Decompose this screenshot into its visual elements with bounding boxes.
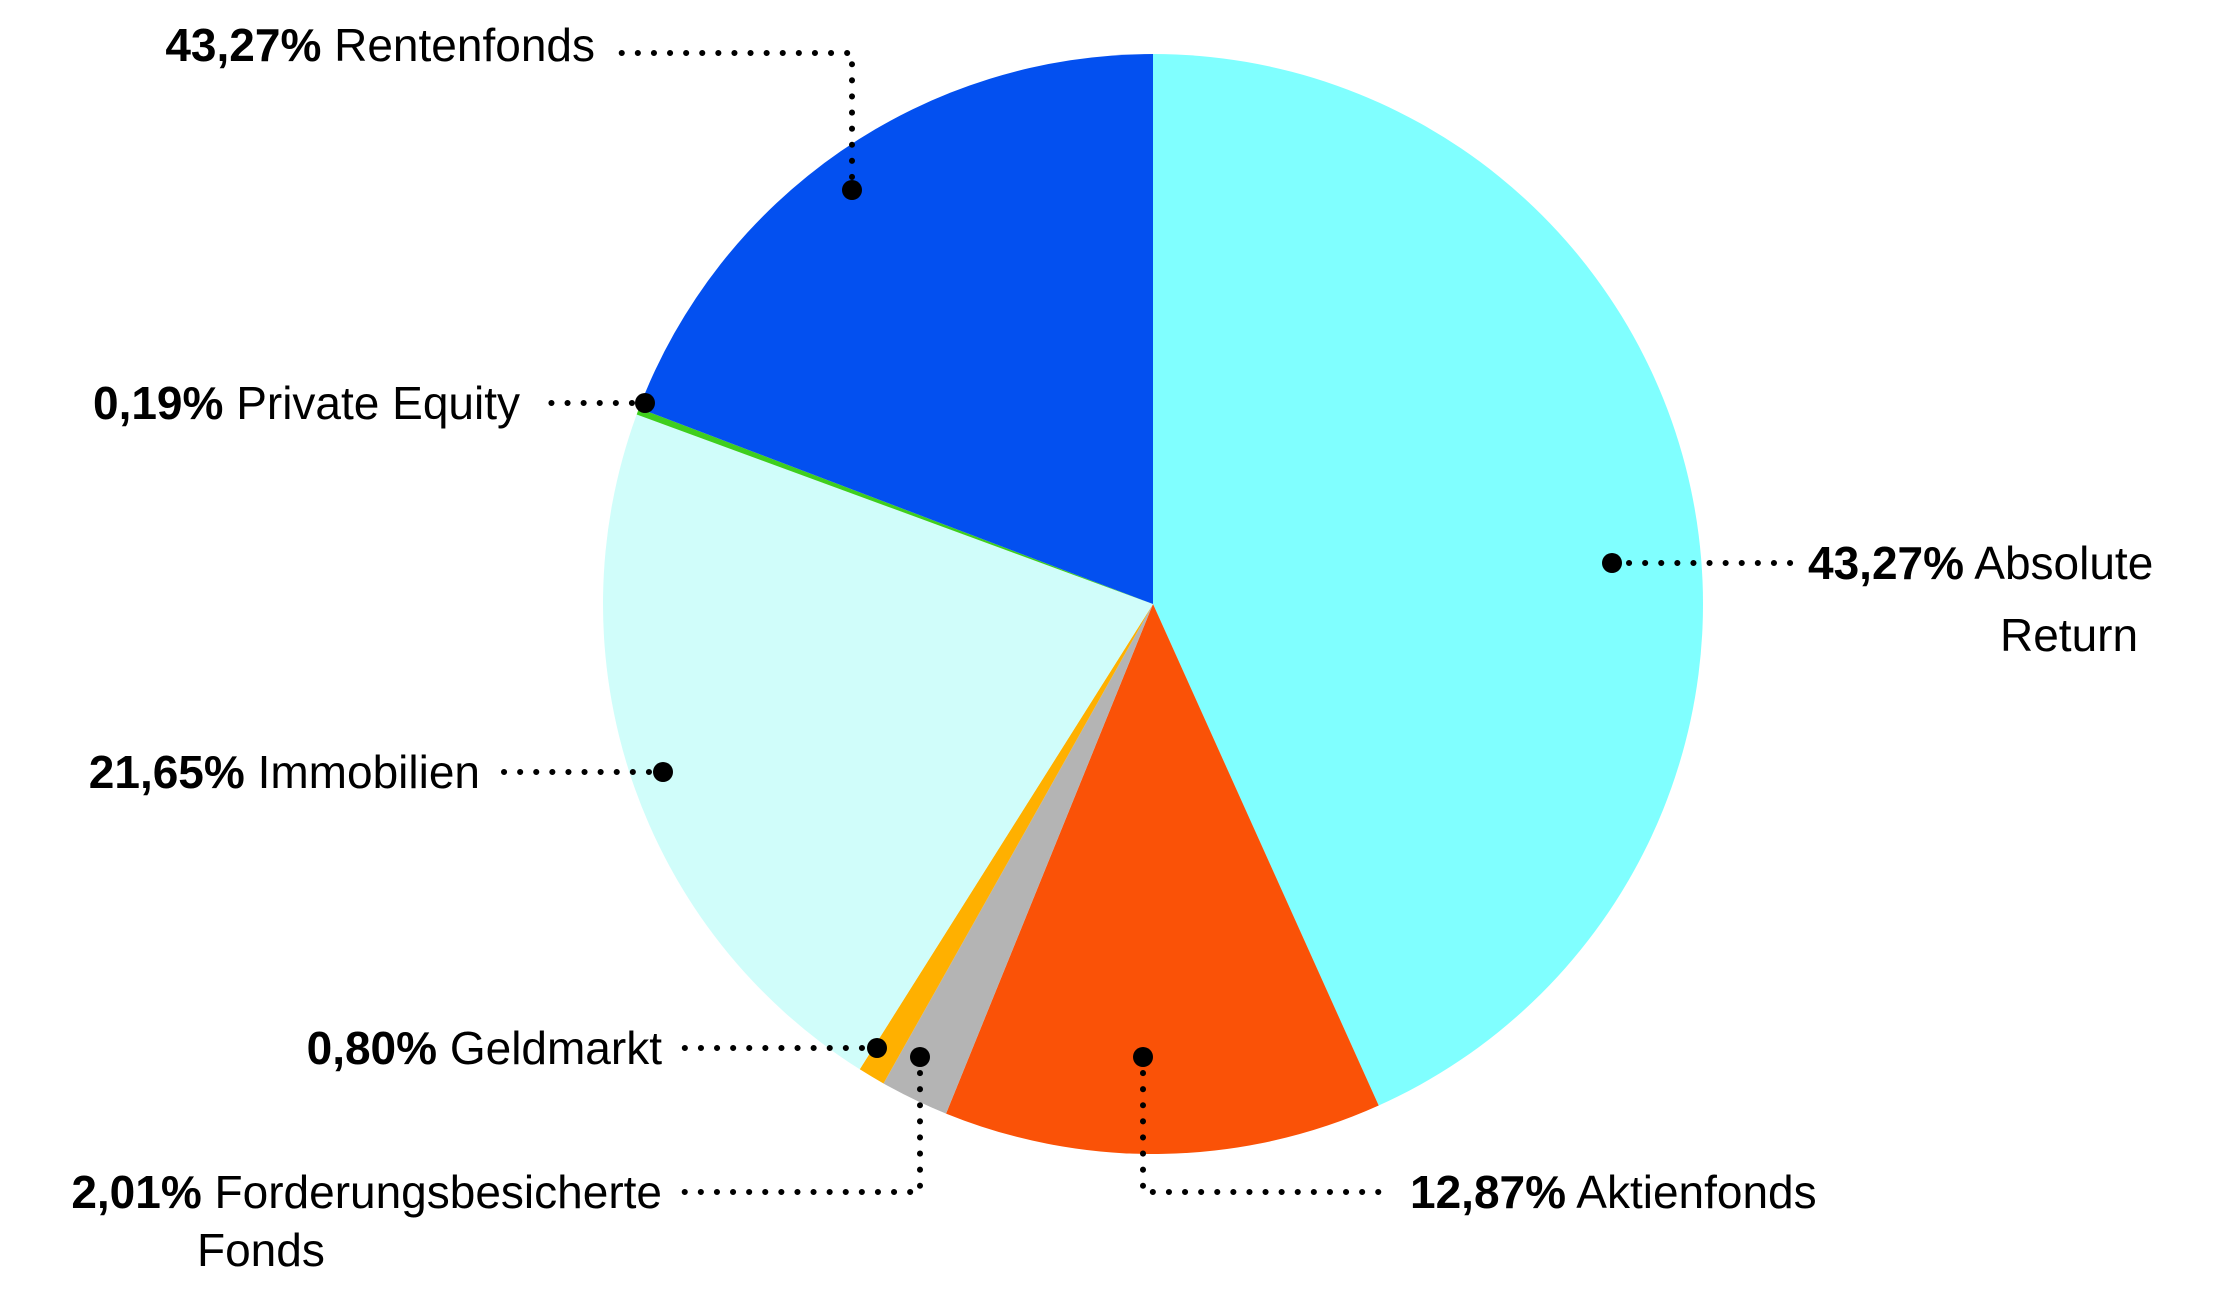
callout-leader-forderungsbesicherte-fonds: [677, 1070, 923, 1195]
callout-label-geldmarkt: 0,80% Geldmarkt: [307, 1022, 663, 1074]
pie-slice-aktienfonds: [946, 604, 1379, 1155]
slice-name: Private Equity: [223, 377, 520, 429]
slice-name: Immobilien: [245, 746, 480, 798]
slice-name: Rentenfonds: [321, 19, 595, 71]
slice-name: Aktienfonds: [1566, 1166, 1817, 1218]
percent-value: 43,27%: [165, 19, 321, 71]
slice-name: Return: [2000, 609, 2138, 661]
callout-leaders-layer: [494, 50, 1798, 1195]
pie-slice-forderungsbesicherte-fonds: [883, 604, 1153, 1114]
pie-slice-geldmarkt: [859, 604, 1153, 1084]
callout-labels-layer: 43,27% Rentenfonds 0,19% Private Equity 21…: [71, 19, 2153, 1276]
callout-label-rentenfonds: 43,27% Rentenfonds: [165, 19, 595, 71]
callout-dot-geldmarkt: [867, 1038, 887, 1058]
callout-dot-absolute-return: [1602, 553, 1622, 573]
callout-dot-rentenfonds: [842, 180, 862, 200]
callout-label-private-equity: 0,19% Private Equity: [93, 377, 520, 429]
callout-dot-private-equity: [635, 393, 655, 413]
callout-dot-forderungsbesicherte-fonds: [910, 1047, 930, 1067]
percent-value: 0,80%: [307, 1022, 437, 1074]
pie-slice-absolute-return: [1153, 54, 1704, 1106]
pie-slice-immobilien: [603, 414, 1153, 1070]
slice-name: Geldmarkt: [437, 1022, 662, 1074]
callout-label-absolute-return-line2: Return: [2000, 609, 2138, 661]
percent-value: 21,65%: [89, 746, 245, 798]
callout-label-forderungsbesicherte-fonds-line2: Fonds: [197, 1224, 325, 1276]
slice-name: Absolute: [1964, 537, 2153, 589]
pie-slice-rentenfonds: [639, 54, 1153, 604]
percent-value: 43,27%: [1808, 537, 1964, 589]
callout-dot-immobilien: [653, 762, 673, 782]
slice-name: Fonds: [197, 1224, 325, 1276]
callout-label-immobilien: 21,65% Immobilien: [89, 746, 480, 798]
callout-label-aktienfonds: 12,87% Aktienfonds: [1410, 1166, 1817, 1218]
callout-dot-aktienfonds: [1133, 1047, 1153, 1067]
pie-slice-private-equity: [636, 408, 1153, 604]
callout-leader-rentenfonds: [609, 50, 855, 180]
percent-value: 2,01%: [71, 1166, 201, 1218]
slice-name: Forderungsbesicherte: [202, 1166, 662, 1218]
percent-value: 12,87%: [1410, 1166, 1566, 1218]
percent-value: 0,19%: [93, 377, 223, 429]
pie-slices-layer: [603, 54, 1704, 1155]
callout-label-absolute-return-line1: 43,27% Absolute: [1808, 537, 2153, 589]
callout-label-forderungsbesicherte-fonds-line1: 2,01% Forderungsbesicherte: [71, 1166, 662, 1218]
